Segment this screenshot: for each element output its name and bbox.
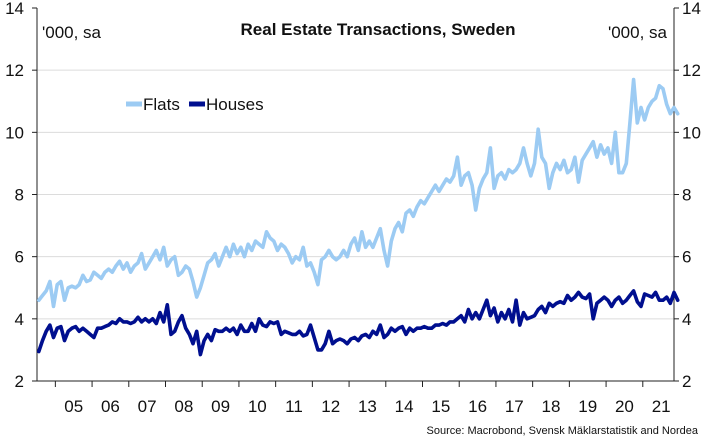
series-line-flats [37, 77, 680, 309]
y-tick-label-right-12: 12 [682, 61, 701, 80]
x-tick-label-09: 09 [211, 397, 230, 416]
x-tick-label-08: 08 [174, 397, 193, 416]
chart-title: Real Estate Transactions, Sweden [241, 20, 516, 39]
left-y-axis: 2 4 6 8 10 12 14 [5, 0, 37, 391]
gridlines [37, 69, 674, 320]
x-tick-label-18: 18 [542, 397, 561, 416]
y-tick-label-right-8: 8 [682, 186, 691, 205]
legend: Flats Houses [126, 95, 264, 114]
series-line-houses [37, 289, 680, 357]
series-lines [37, 77, 680, 357]
y-tick-label-left-12: 12 [5, 61, 24, 80]
x-tick-label-10: 10 [248, 397, 267, 416]
legend-label-flats: Flats [143, 95, 180, 114]
y-tick-label-left-8: 8 [15, 186, 24, 205]
y-tick-label-left-10: 10 [5, 123, 24, 142]
y-tick-label-left-2: 2 [15, 372, 24, 391]
y-tick-label-left-4: 4 [15, 310, 24, 329]
x-tick-label-15: 15 [431, 397, 450, 416]
y-tick-label-right-10: 10 [682, 123, 701, 142]
x-tick-label-19: 19 [578, 397, 597, 416]
left-unit-label: '000, sa [42, 23, 102, 42]
y-tick-label-right-2: 2 [682, 372, 691, 391]
x-tick-label-12: 12 [321, 397, 340, 416]
x-tick-label-11: 11 [285, 397, 303, 416]
source-note: Source: Macrobond, Svensk Mäklarstatisti… [427, 425, 699, 437]
x-tick-label-13: 13 [358, 397, 377, 416]
right-unit-label: '000, sa [608, 23, 668, 42]
x-tick-label-05: 05 [64, 397, 83, 416]
x-tick-label-21: 21 [652, 397, 671, 416]
x-tick-label-06: 06 [101, 397, 120, 416]
x-tick-label-07: 07 [138, 397, 157, 416]
x-tick-label-16: 16 [468, 397, 487, 416]
right-y-axis: 2 4 6 8 10 12 14 [674, 0, 701, 391]
y-tick-label-right-6: 6 [682, 248, 691, 267]
legend-label-houses: Houses [206, 95, 264, 114]
x-tick-label-20: 20 [615, 397, 634, 416]
y-tick-label-left-6: 6 [15, 248, 24, 267]
x-axis: 05 06 07 08 09 10 11 12 13 14 15 16 17 18 19 20 21 [54, 381, 671, 416]
y-tick-label-left-14: 14 [5, 0, 24, 18]
x-tick-label-17: 17 [505, 397, 524, 416]
x-tick-label-14: 14 [395, 397, 414, 416]
y-tick-label-right-4: 4 [682, 310, 691, 329]
y-tick-label-right-14: 14 [682, 0, 701, 18]
